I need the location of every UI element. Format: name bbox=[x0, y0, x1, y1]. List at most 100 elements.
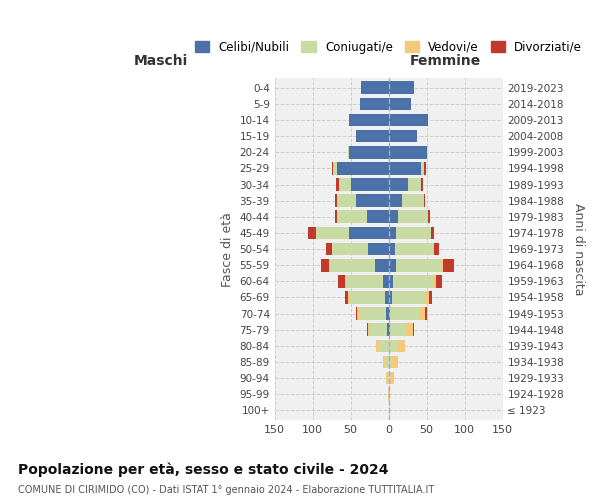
Bar bbox=[316, 226, 349, 239]
Bar bbox=[390, 324, 406, 336]
Bar bbox=[368, 243, 389, 256]
Bar bbox=[389, 178, 407, 191]
Bar bbox=[393, 275, 433, 287]
Bar bbox=[389, 82, 415, 94]
Bar bbox=[396, 226, 431, 239]
Bar bbox=[389, 243, 395, 256]
Bar bbox=[402, 194, 424, 207]
Bar bbox=[406, 324, 413, 336]
Bar bbox=[389, 372, 390, 384]
Bar bbox=[424, 162, 426, 174]
Bar bbox=[335, 194, 337, 207]
Bar bbox=[389, 259, 396, 272]
Bar bbox=[387, 324, 389, 336]
Bar bbox=[389, 146, 427, 158]
Bar bbox=[427, 146, 428, 158]
Bar bbox=[347, 146, 349, 158]
Bar bbox=[388, 388, 389, 400]
Bar bbox=[389, 308, 390, 320]
Bar bbox=[375, 259, 389, 272]
Bar bbox=[425, 291, 429, 304]
Bar bbox=[321, 259, 329, 272]
Bar bbox=[346, 275, 383, 287]
Bar bbox=[392, 356, 398, 368]
Bar bbox=[349, 226, 389, 239]
Bar bbox=[349, 291, 385, 304]
Bar bbox=[349, 114, 389, 126]
Bar bbox=[421, 178, 423, 191]
Bar bbox=[389, 162, 421, 174]
Bar bbox=[386, 308, 389, 320]
Bar bbox=[396, 259, 442, 272]
Text: COMUNE DI CIRIMIDO (CO) - Dati ISTAT 1° gennaio 2024 - Elaborazione TUTTITALIA.I: COMUNE DI CIRIMIDO (CO) - Dati ISTAT 1° … bbox=[18, 485, 434, 495]
Bar bbox=[425, 308, 427, 320]
Bar bbox=[350, 178, 389, 191]
Bar bbox=[356, 308, 358, 320]
Bar bbox=[379, 340, 389, 352]
Bar bbox=[376, 340, 379, 352]
Bar bbox=[368, 324, 370, 336]
Bar bbox=[337, 210, 367, 223]
Bar bbox=[389, 226, 396, 239]
Bar bbox=[434, 243, 439, 256]
Bar bbox=[329, 259, 375, 272]
Bar bbox=[389, 356, 392, 368]
Bar bbox=[407, 178, 421, 191]
Bar bbox=[360, 98, 389, 110]
Bar bbox=[429, 291, 432, 304]
Text: Maschi: Maschi bbox=[134, 54, 188, 68]
Bar bbox=[347, 291, 349, 304]
Bar bbox=[431, 226, 434, 239]
Bar bbox=[419, 308, 425, 320]
Y-axis label: Anni di nascita: Anni di nascita bbox=[572, 203, 585, 296]
Bar bbox=[389, 98, 412, 110]
Bar bbox=[332, 162, 333, 174]
Bar bbox=[367, 210, 389, 223]
Bar bbox=[436, 275, 442, 287]
Legend: Celibi/Nubili, Coniugati/e, Vedovi/e, Divorziati/e: Celibi/Nubili, Coniugati/e, Vedovi/e, Di… bbox=[190, 36, 587, 59]
Bar bbox=[433, 243, 434, 256]
Bar bbox=[385, 291, 389, 304]
Bar bbox=[308, 226, 316, 239]
Bar bbox=[337, 162, 389, 174]
Bar bbox=[336, 178, 339, 191]
Bar bbox=[326, 243, 332, 256]
Bar bbox=[413, 324, 415, 336]
Bar bbox=[389, 114, 428, 126]
Bar bbox=[421, 162, 424, 174]
Bar bbox=[356, 194, 389, 207]
Bar bbox=[433, 275, 436, 287]
Bar bbox=[442, 259, 443, 272]
Bar bbox=[383, 275, 389, 287]
Bar bbox=[398, 340, 406, 352]
Bar bbox=[389, 194, 402, 207]
Bar bbox=[383, 356, 385, 368]
Bar bbox=[428, 210, 430, 223]
Bar bbox=[337, 194, 356, 207]
Bar bbox=[386, 372, 387, 384]
Bar bbox=[389, 130, 418, 142]
Bar bbox=[359, 308, 386, 320]
Bar bbox=[332, 243, 368, 256]
Bar bbox=[392, 291, 425, 304]
Bar bbox=[390, 308, 419, 320]
Bar bbox=[358, 308, 359, 320]
Bar bbox=[349, 146, 389, 158]
Bar bbox=[356, 130, 389, 142]
Bar bbox=[335, 210, 337, 223]
Bar bbox=[333, 162, 337, 174]
Bar bbox=[389, 275, 393, 287]
Bar bbox=[345, 291, 347, 304]
Bar bbox=[443, 259, 454, 272]
Text: Femmine: Femmine bbox=[410, 54, 481, 68]
Bar bbox=[395, 243, 433, 256]
Bar bbox=[367, 324, 368, 336]
Bar bbox=[389, 340, 398, 352]
Y-axis label: Fasce di età: Fasce di età bbox=[221, 212, 234, 286]
Text: Popolazione per età, sesso e stato civile - 2024: Popolazione per età, sesso e stato civil… bbox=[18, 462, 389, 477]
Bar bbox=[389, 388, 390, 400]
Bar bbox=[389, 210, 398, 223]
Bar bbox=[398, 210, 428, 223]
Bar bbox=[389, 291, 392, 304]
Bar bbox=[361, 82, 389, 94]
